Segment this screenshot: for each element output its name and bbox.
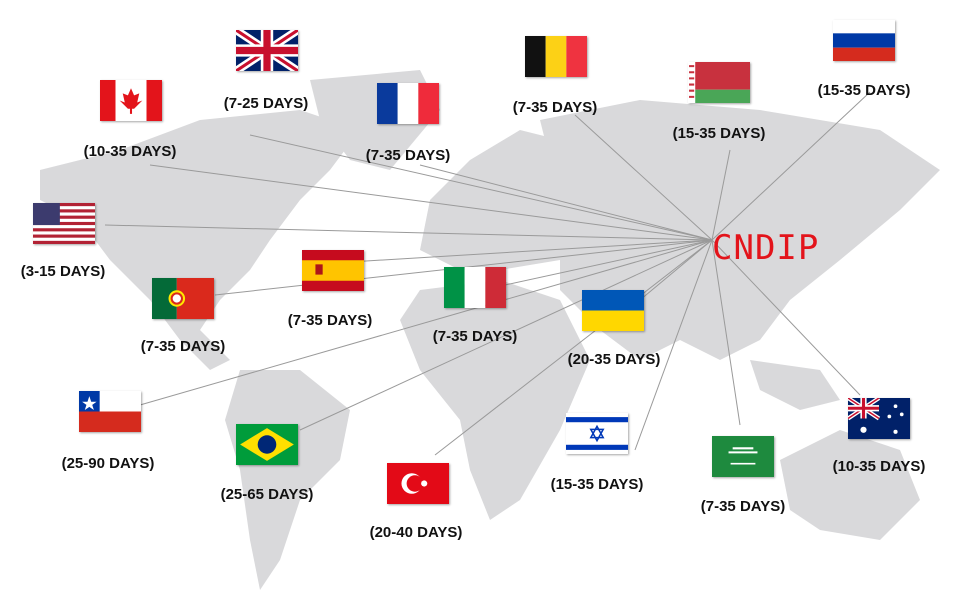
italy-flag-icon [444,267,506,308]
route-line-usa [104,224,713,241]
australia-flag-icon [848,398,910,439]
france-flag-icon [377,83,439,124]
route-line-israel [634,239,713,451]
uk-flag-icon [236,30,298,71]
saudi-flag-icon [712,436,774,477]
route-line-uk [249,134,713,241]
delivery-time-label: (15-35 DAYS) [817,82,911,99]
delivery-time-label: (15-35 DAYS) [550,476,644,493]
brazil-flag-icon [236,424,298,465]
delivery-time-label: (7-35 DAYS) [365,147,451,164]
israel-flag-icon [566,413,628,454]
hub-label: CNDIP [712,228,820,268]
delivery-time-label: (10-35 DAYS) [83,143,177,160]
route-line-spain [349,239,713,263]
north-america [40,110,360,370]
turkey-flag-icon [387,463,449,504]
russia-flag-icon [833,20,895,61]
route-line-saudi [711,239,741,426]
australia-continent [780,430,920,540]
delivery-time-label: (7-25 DAYS) [223,95,309,112]
delivery-time-label: (7-35 DAYS) [432,328,518,345]
delivery-time-label: (7-35 DAYS) [700,498,786,515]
route-line-canada [149,164,713,241]
route-line-russia [711,91,871,241]
africa [400,280,590,520]
delivery-time-label: (3-15 DAYS) [20,263,106,280]
delivery-time-label: (25-90 DAYS) [61,455,155,472]
route-line-australia [711,239,861,396]
southeast-asia [750,360,840,410]
route-line-france [419,164,713,241]
belarus-flag-icon [688,62,750,103]
route-line-chile [139,239,713,406]
ukraine-flag-icon [582,290,644,331]
delivery-time-label: (10-35 DAYS) [832,458,926,475]
route-line-brazil [299,239,713,431]
route-line-belgium [574,114,713,241]
delivery-time-label: (7-35 DAYS) [512,99,598,116]
europe [420,130,580,270]
chile-flag-icon [79,391,141,432]
delivery-time-label: (20-40 DAYS) [369,524,463,541]
route-line-turkey [434,239,713,456]
delivery-time-label: (15-35 DAYS) [672,125,766,142]
route-lines [104,91,871,456]
canada-flag-icon [100,80,162,121]
spain-flag-icon [302,250,364,291]
belgium-flag-icon [525,36,587,77]
route-line-italy [504,239,713,286]
route-line-ukraine [639,239,713,301]
portugal-flag-icon [152,278,214,319]
delivery-time-label: (7-35 DAYS) [140,338,226,355]
delivery-time-label: (7-35 DAYS) [287,312,373,329]
delivery-time-label: (25-65 DAYS) [220,486,314,503]
delivery-time-label: (20-35 DAYS) [567,351,661,368]
south-america [225,370,350,590]
usa-flag-icon [33,203,95,244]
route-line-belarus [711,149,731,241]
